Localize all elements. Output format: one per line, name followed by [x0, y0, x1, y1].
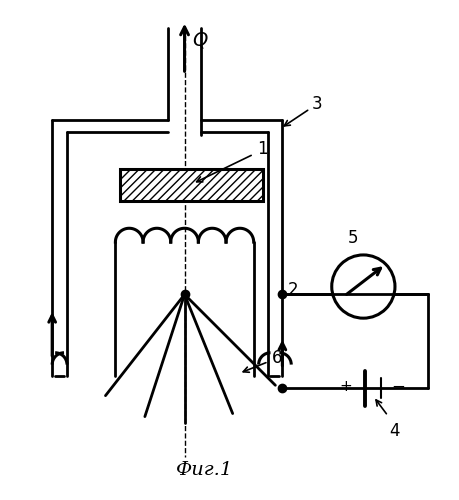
Text: 1: 1	[257, 140, 267, 158]
Text: −: −	[391, 378, 405, 396]
Bar	[120, 169, 263, 200]
Text: +: +	[339, 379, 352, 394]
Text: Q: Q	[192, 30, 208, 50]
Text: 2: 2	[287, 280, 298, 298]
Text: 5: 5	[348, 229, 359, 247]
Text: 4: 4	[389, 422, 399, 440]
Text: Фиг.1: Фиг.1	[176, 461, 233, 479]
Text: 3: 3	[312, 95, 323, 113]
Bar	[120, 169, 263, 200]
Text: 6: 6	[271, 348, 282, 366]
